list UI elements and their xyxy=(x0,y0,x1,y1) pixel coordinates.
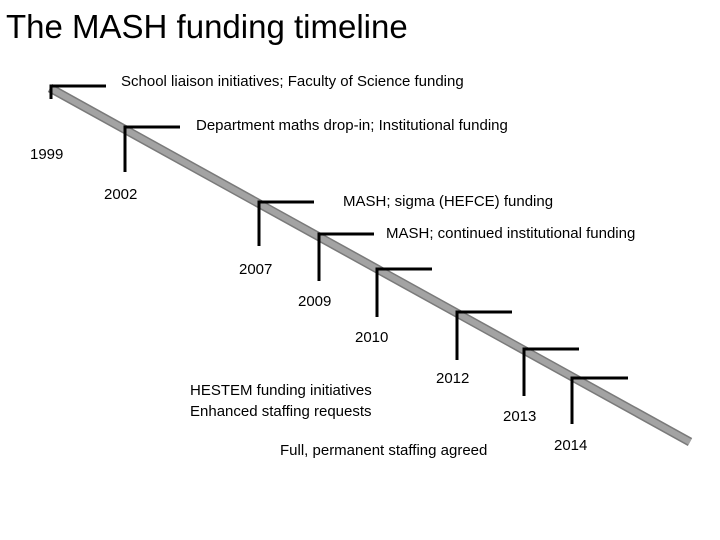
year-label-1999: 1999 xyxy=(30,146,64,163)
page-title: The MASH funding timeline xyxy=(6,8,408,45)
year-label-2007: 2007 xyxy=(239,261,273,278)
marker-2010 xyxy=(375,267,432,317)
hestem-note: HESTEM funding initiatives Enhanced staf… xyxy=(190,380,372,422)
event-label-2009: MASH; continued institutional funding xyxy=(386,225,636,242)
marker-2007 xyxy=(257,200,314,246)
event-label-2002: Department maths drop-in; Institutional … xyxy=(196,117,508,134)
permanent-staffing-note: Full, permanent staffing agreed xyxy=(280,442,488,459)
marker-2009 xyxy=(317,232,374,281)
year-label-2013: 2013 xyxy=(503,408,537,425)
year-label-2009: 2009 xyxy=(298,293,332,310)
marker-2012 xyxy=(455,310,512,360)
marker-2013 xyxy=(522,347,579,396)
timeline-bar xyxy=(48,85,692,445)
marker-1999 xyxy=(49,84,106,99)
year-label-2014: 2014 xyxy=(554,437,588,454)
hestem-note-line-1: HESTEM funding initiatives xyxy=(190,382,372,399)
year-label-2002: 2002 xyxy=(104,186,138,203)
marker-2014 xyxy=(570,376,628,424)
year-label-2010: 2010 xyxy=(355,329,389,346)
event-label-1999: School liaison initiatives; Faculty of S… xyxy=(121,73,464,90)
event-label-2007: MASH; sigma (HEFCE) funding xyxy=(343,193,554,210)
marker-2002 xyxy=(123,125,180,172)
year-label-2012: 2012 xyxy=(436,370,470,387)
hestem-note-line-2: Enhanced staffing requests xyxy=(190,403,372,420)
